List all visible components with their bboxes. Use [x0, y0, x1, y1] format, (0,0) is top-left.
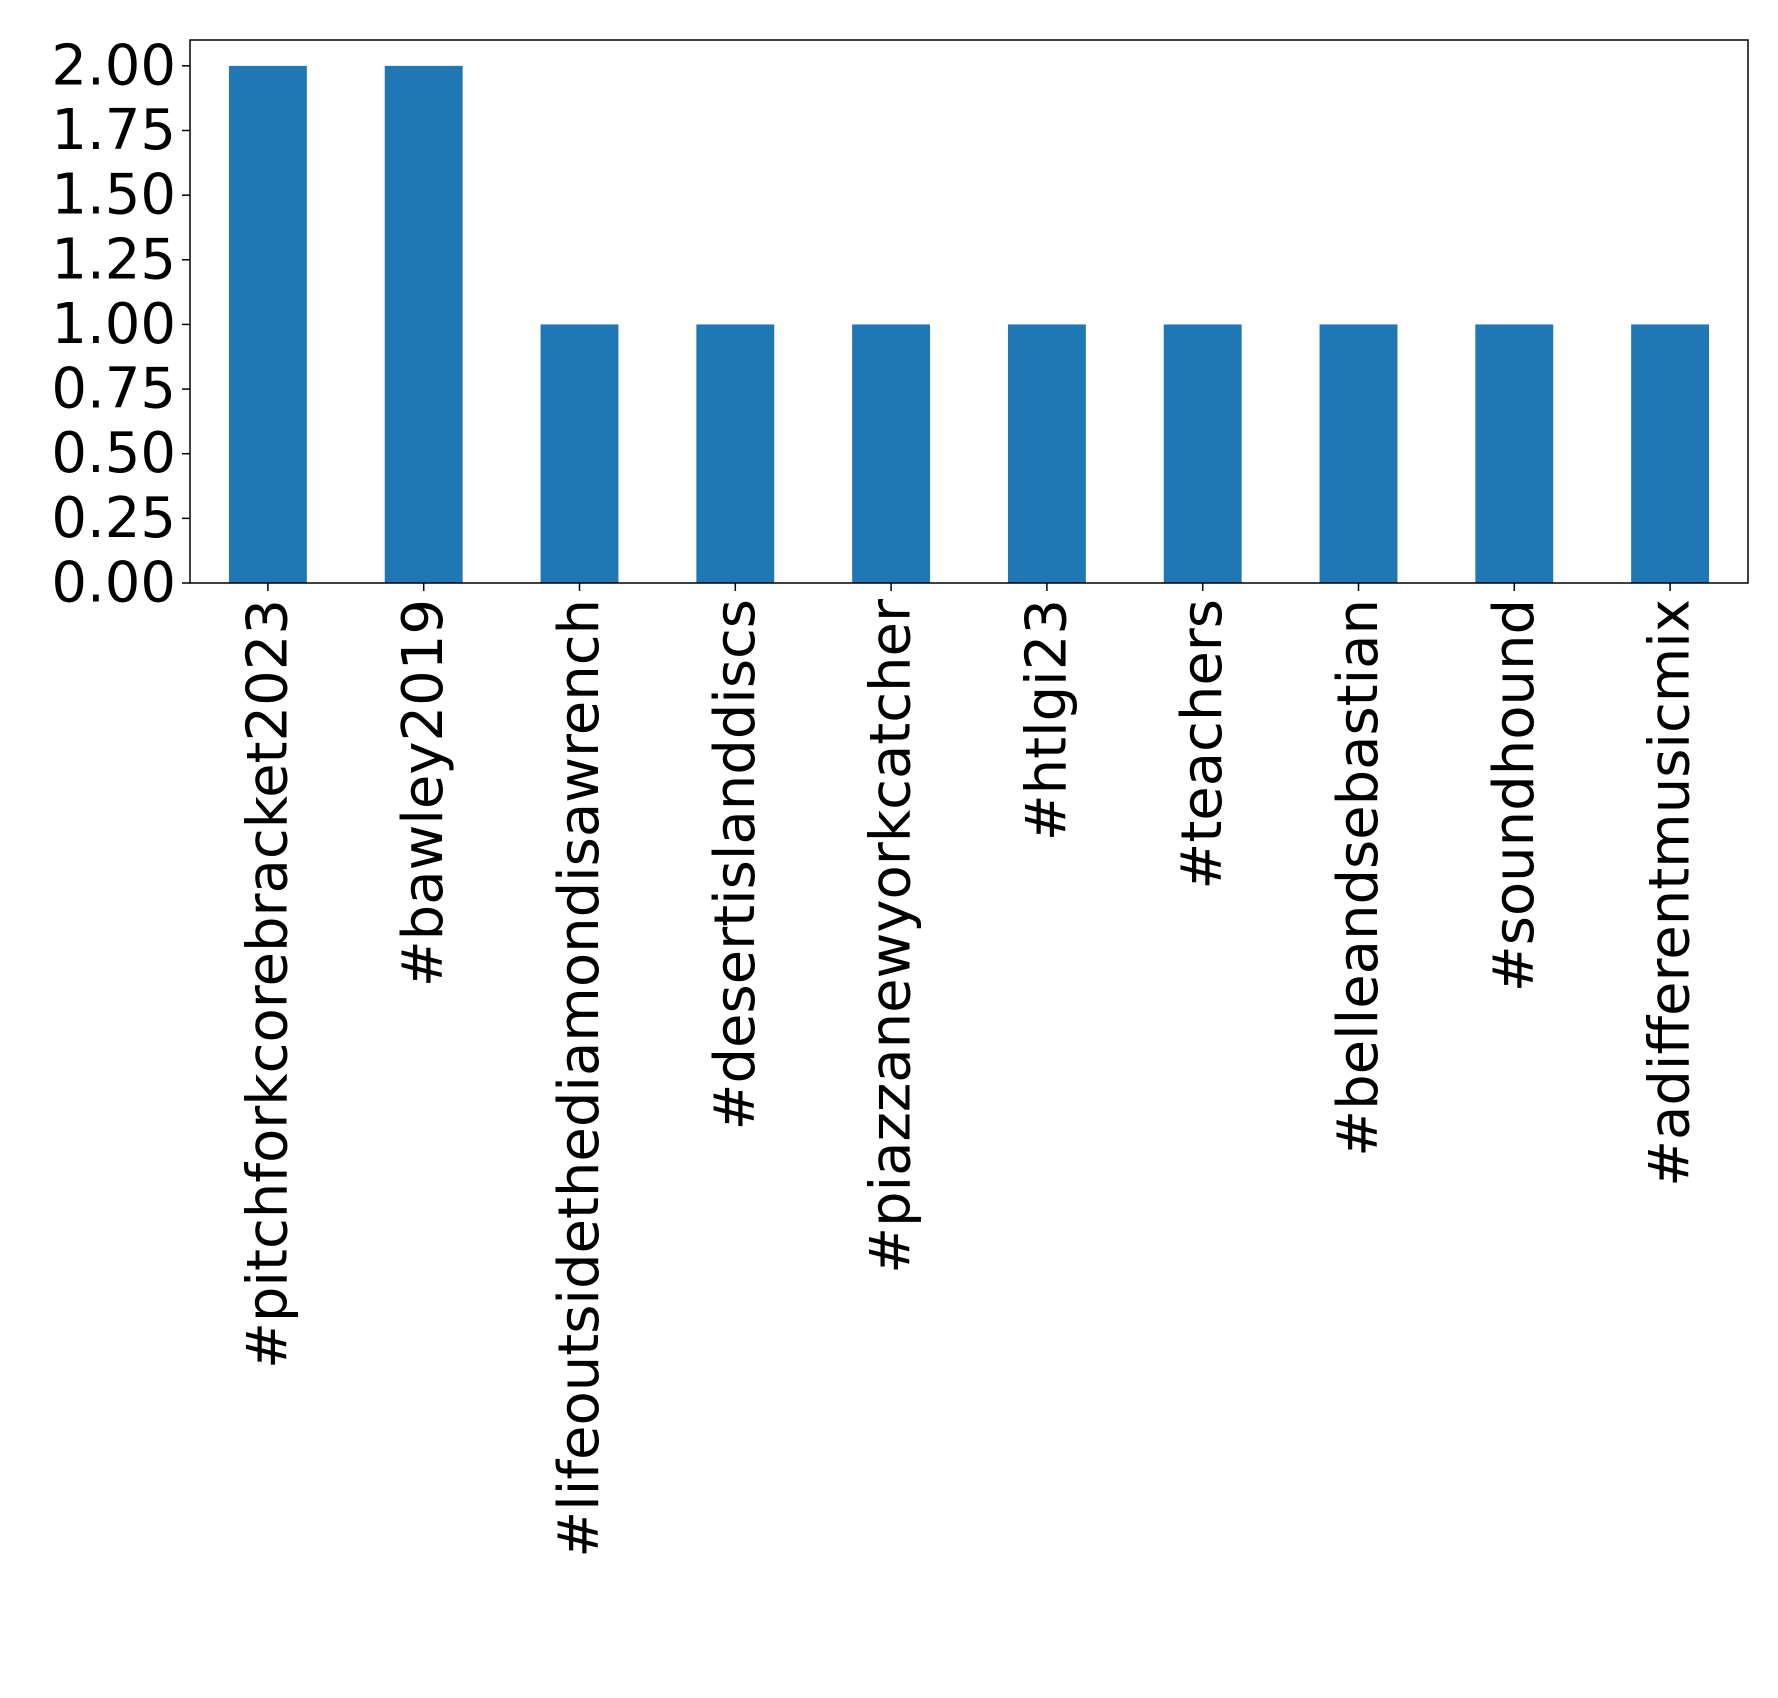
y-tick-label: 0.00 — [51, 551, 176, 616]
bar-6 — [1163, 324, 1242, 583]
x-tick-label: #teachers — [1170, 599, 1235, 890]
bar-8 — [1475, 324, 1554, 583]
y-tick-label: 0.25 — [51, 486, 176, 551]
y-tick-label: 0.50 — [51, 421, 176, 486]
x-tick-label: #belleandsebastian — [1326, 599, 1391, 1157]
plot-frame — [189, 39, 1749, 584]
bar-7 — [1319, 324, 1398, 583]
bars-group — [228, 65, 1710, 584]
x-tick-label: #soundhound — [1482, 599, 1547, 992]
bar-3 — [696, 324, 775, 583]
bar-2 — [540, 324, 619, 583]
y-tick-label: 2.00 — [51, 33, 176, 98]
bar-5 — [1007, 324, 1086, 583]
x-tick-label: #lifeoutsidethediamondisawrench — [547, 599, 612, 1558]
y-tick-label: 0.75 — [51, 357, 176, 422]
x-axis: #pitchforkcorebracket2023 #bawley2019 #lif… — [235, 583, 1703, 1558]
x-tick-label: #pitchforkcorebracket2023 — [235, 599, 300, 1369]
bar-9 — [1631, 324, 1710, 583]
x-tick-label: #adifferentmusicmix — [1638, 599, 1703, 1187]
bar-1 — [384, 65, 463, 584]
y-tick-label: 1.00 — [51, 292, 176, 357]
x-tick-label: #piazzanewyorkcatcher — [859, 598, 924, 1274]
x-tick-label: #desertislanddiscs — [703, 599, 768, 1130]
x-tick-label: #htlgi23 — [1014, 599, 1079, 841]
y-axis: 0.000.250.500.751.001.251.501.752.00 — [51, 33, 190, 616]
bar-0 — [228, 65, 307, 584]
x-tick-label: #bawley2019 — [391, 599, 456, 987]
y-tick-label: 1.25 — [51, 227, 176, 292]
y-tick-label: 1.75 — [51, 98, 176, 163]
y-tick-label: 1.50 — [51, 163, 176, 228]
bar-4 — [852, 324, 931, 583]
